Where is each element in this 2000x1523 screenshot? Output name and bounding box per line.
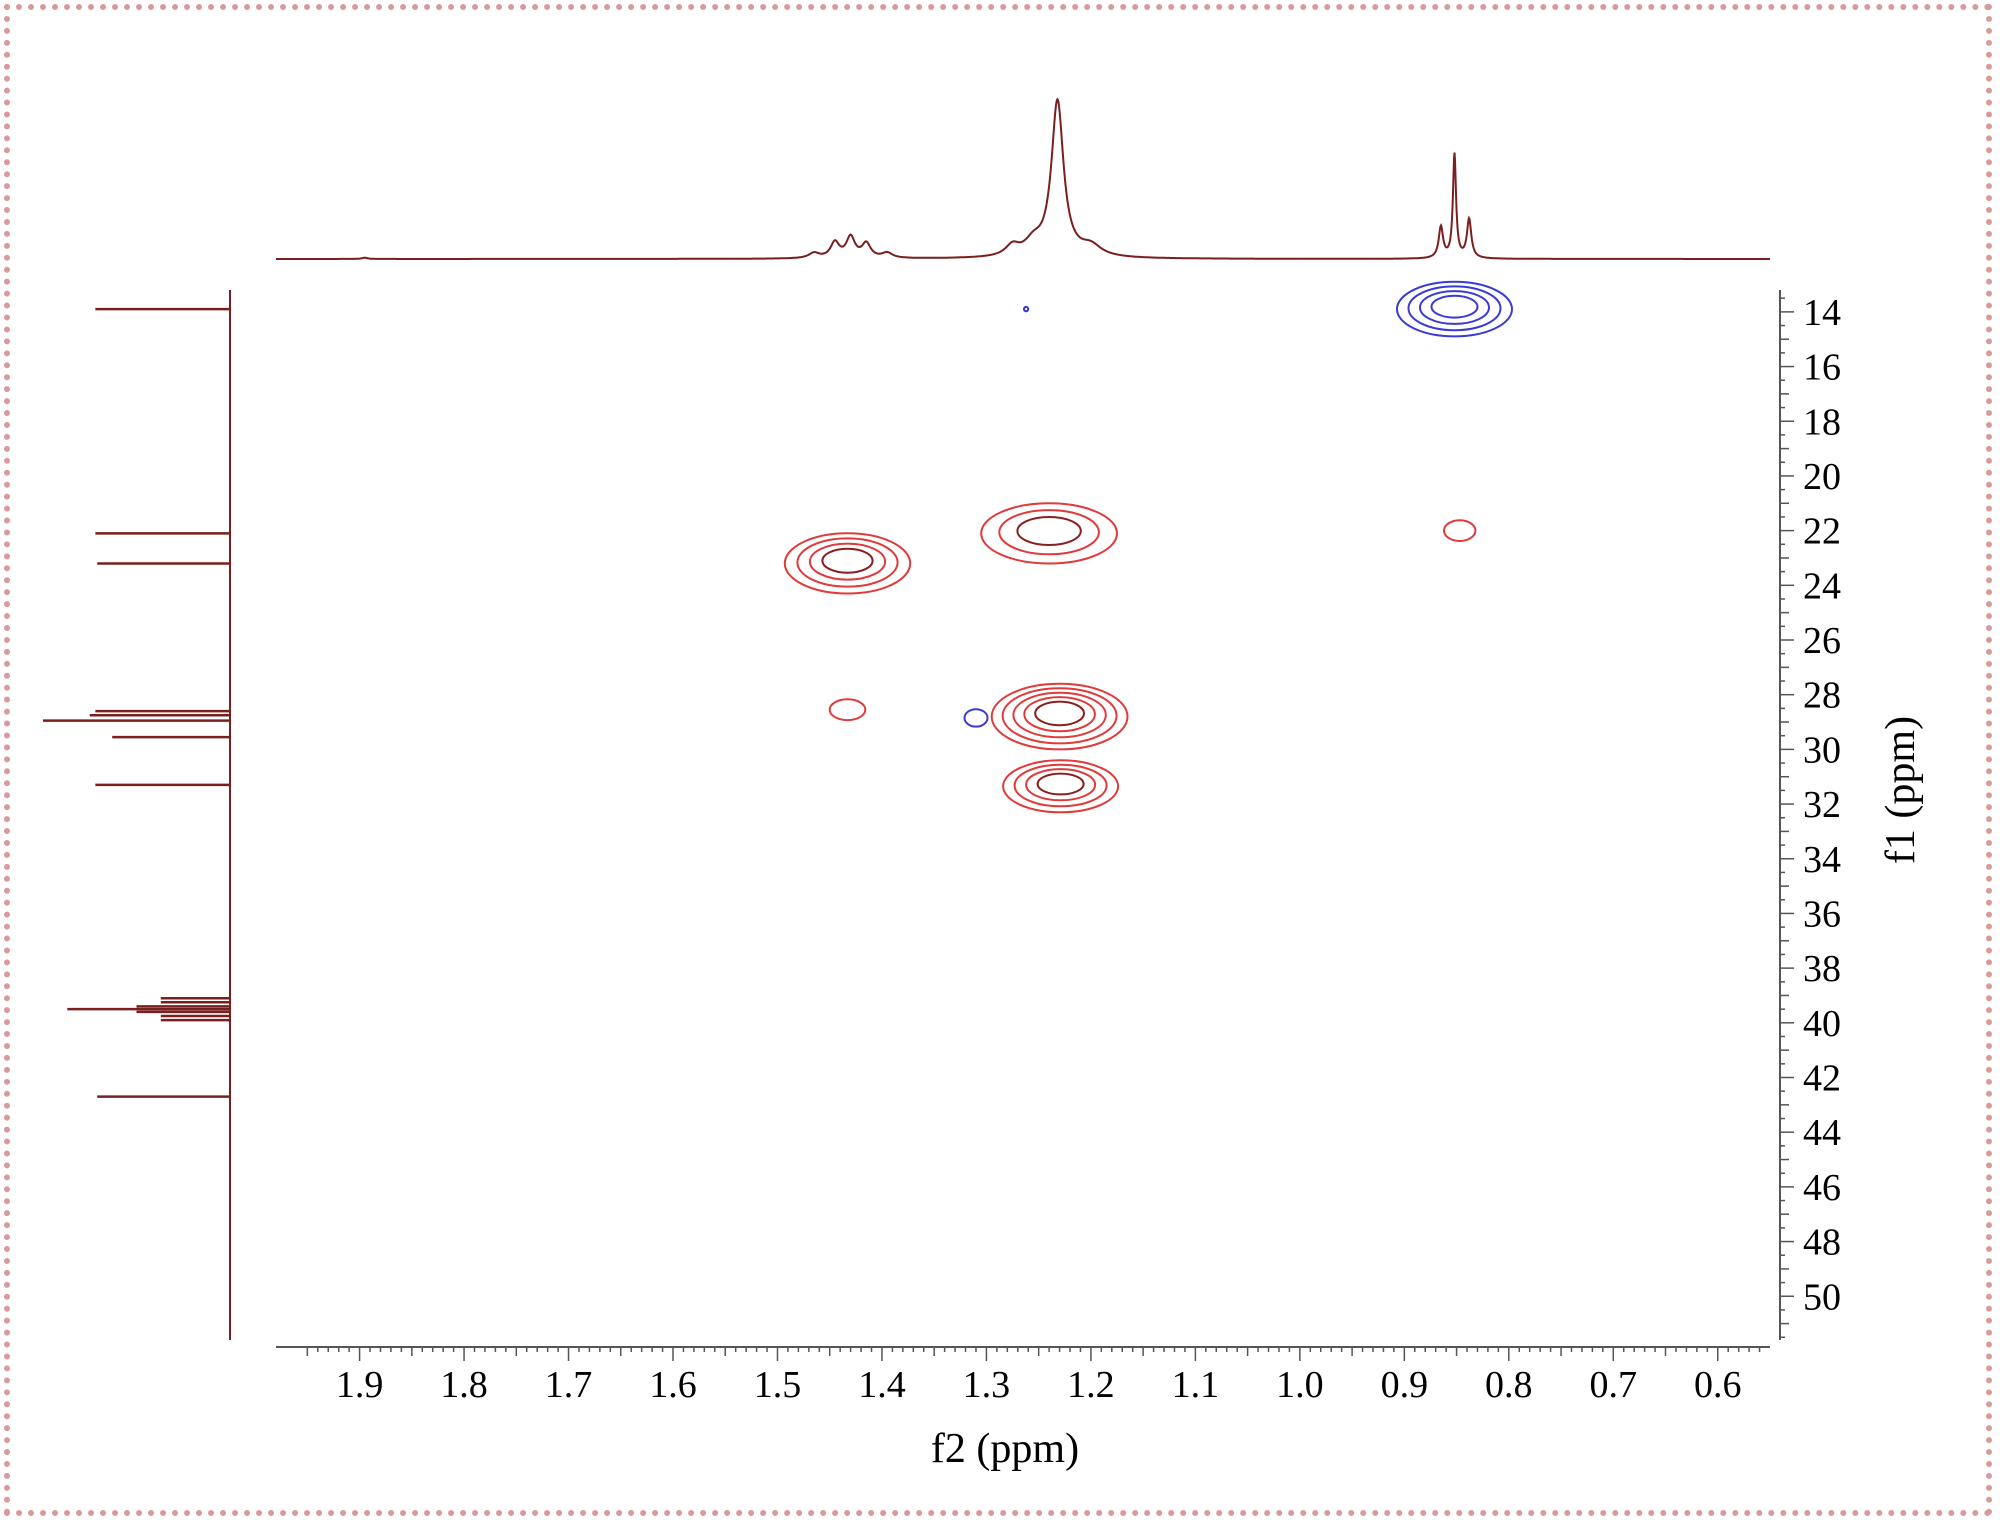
contour-level (1002, 759, 1120, 814)
contour-level (1407, 285, 1502, 332)
x-tick-label: 1.9 (336, 1364, 384, 1406)
left-projection (43, 290, 231, 1340)
contour-level (828, 698, 867, 722)
y-tick-label: 42 (1803, 1058, 1841, 1100)
contour-level (980, 502, 1118, 565)
y-tick-label: 44 (1803, 1112, 1841, 1154)
contour-level (998, 509, 1100, 556)
x-tick-label: 1.3 (963, 1364, 1011, 1406)
x-tick-label: 0.6 (1694, 1364, 1742, 1406)
y-tick-label: 50 (1803, 1276, 1841, 1318)
contour-level (1443, 519, 1477, 542)
y-tick-label: 40 (1803, 1003, 1841, 1045)
x-tick-label: 1.7 (545, 1364, 593, 1406)
contour-level (1396, 280, 1513, 338)
contour-level (796, 537, 899, 588)
contour-level (1419, 290, 1490, 325)
x-axis-title: f2 (ppm) (931, 1426, 1079, 1472)
contour-level (1034, 700, 1085, 727)
x-tick-label: 1.2 (1067, 1364, 1115, 1406)
y-tick-label: 18 (1803, 401, 1841, 443)
y-axis: 14 16 18 20 22 24 26 28 30 32 34 36 38 40 42 44 46 48 50 (1779, 290, 1841, 1340)
contour-level (1025, 768, 1097, 802)
cross-peak (990, 682, 1129, 751)
y-tick-label: 48 (1803, 1222, 1841, 1264)
x-tick-label: 1.8 (440, 1364, 488, 1406)
contour-level (783, 532, 912, 595)
cross-peak (1396, 280, 1513, 338)
cross-peak (980, 502, 1118, 565)
contour-level (1023, 305, 1030, 313)
y-tick-label: 22 (1803, 511, 1841, 553)
y-tick-label: 46 (1803, 1167, 1841, 1209)
cross-peak (828, 698, 867, 722)
top-projection (276, 97, 1770, 260)
x-tick-label: 0.9 (1381, 1364, 1429, 1406)
contour-level (1036, 772, 1085, 796)
x-tick-label: 1.4 (858, 1364, 906, 1406)
contour-level (1430, 294, 1479, 319)
y-tick-label: 14 (1803, 292, 1841, 334)
y-tick-label: 30 (1803, 729, 1841, 771)
x-tick-label: 1.0 (1276, 1364, 1324, 1406)
y-tick-label: 20 (1803, 456, 1841, 498)
x-tick-label: 1.6 (649, 1364, 697, 1406)
cross-peak (1002, 759, 1120, 814)
x-tick-label: 0.8 (1485, 1364, 1533, 1406)
y-axis-title: f1 (ppm) (1878, 716, 1924, 864)
contour-plot (783, 280, 1513, 814)
contour-level (990, 682, 1129, 751)
contour-level (1012, 691, 1107, 739)
y-tick-label: 32 (1803, 784, 1841, 826)
y-tick-label: 24 (1803, 565, 1841, 607)
x-tick-label: 1.5 (754, 1364, 802, 1406)
top-projection-trace (276, 97, 1770, 260)
y-tick-label: 16 (1803, 347, 1841, 389)
x-tick-label: 1.1 (1172, 1364, 1220, 1406)
dotted-border (4, 4, 1992, 1516)
cross-peak (1443, 519, 1477, 542)
x-axis: 1.9 1.8 1.7 1.6 1.5 1.4 1.3 1.2 1.1 1.0 0.9 0.8 0.7 0… (276, 1346, 1770, 1406)
y-tick-label: 38 (1803, 948, 1841, 990)
contour-level (1023, 696, 1096, 733)
y-tick-label: 28 (1803, 675, 1841, 717)
cross-peak (783, 532, 912, 595)
cross-peak (963, 708, 989, 728)
contour-level (1001, 687, 1118, 745)
contour-level (1013, 763, 1108, 808)
contour-level (808, 542, 887, 581)
y-tick-label: 34 (1803, 839, 1841, 881)
x-tick-label: 0.7 (1590, 1364, 1638, 1406)
y-tick-label: 36 (1803, 893, 1841, 935)
contour-level (821, 547, 874, 574)
contour-level (963, 708, 989, 728)
cross-peak (1023, 305, 1030, 313)
contour-level (1016, 516, 1082, 546)
y-tick-label: 26 (1803, 620, 1841, 662)
